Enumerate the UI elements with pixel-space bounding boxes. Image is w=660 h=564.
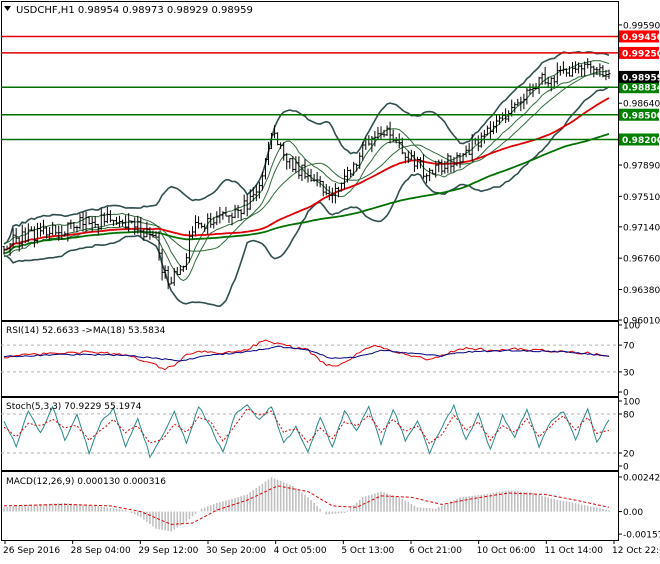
- level-price-label-box: [619, 30, 659, 43]
- time-tick-label: 5 Oct 13:00: [341, 546, 394, 556]
- price-tick-label: 0.97510: [623, 193, 660, 203]
- price-tick-label: 0.98640: [623, 100, 660, 110]
- stoch-tick-label: 100: [623, 398, 640, 408]
- stoch-tick-label: 20: [623, 450, 635, 460]
- time-tick-label: 10 Oct 06:00: [477, 546, 536, 556]
- time-tick-label: 12 Oct 22:00: [612, 546, 660, 556]
- bollinger-upper-line: [3, 50, 610, 245]
- rsi-ma-line: [3, 345, 610, 362]
- price-tick-label: 0.96380: [623, 286, 660, 296]
- moving-average-red-line: [3, 97, 610, 251]
- rsi-tick-label: 0: [623, 389, 629, 399]
- macd-panel-header: MACD(12,26,9) 0.000130 0.000316: [6, 477, 166, 487]
- inner-band-lower-line: [3, 73, 610, 282]
- price-panel-header: USDCHF,H1 0.98954 0.98973 0.98929 0.9895…: [16, 5, 253, 16]
- moving-average-green-line: [3, 132, 610, 255]
- macd-tick-label: -0.001576: [623, 531, 660, 541]
- level-price-label-box: [619, 81, 659, 94]
- macd-panel-frame: [1, 471, 619, 541]
- rsi-tick-label: 100: [623, 322, 640, 332]
- level-price-label-box: [619, 46, 659, 59]
- rsi-panel-frame: [1, 321, 619, 397]
- time-tick-label: 4 Oct 05:00: [274, 546, 327, 556]
- level-price-label: 0.99450: [622, 33, 660, 43]
- time-tick-label: 30 Sep 20:00: [206, 546, 266, 556]
- macd-tick-label: 0.00: [623, 508, 643, 518]
- level-price-label: 0.98500: [622, 111, 660, 121]
- price-tick-label: 0.96010: [623, 317, 660, 327]
- price-tick-label: 0.99590: [623, 21, 660, 31]
- rsi-tick-label: 70: [623, 342, 635, 352]
- time-tick-label: 26 Sep 2016: [3, 546, 60, 556]
- stoch-panel-header: Stoch(5,3,3) 70.9229 55.1974: [6, 402, 142, 412]
- level-price-label: 0.98200: [622, 136, 660, 146]
- price-tick-label: 0.97890: [623, 162, 660, 172]
- level-price-label-box: [619, 133, 659, 146]
- macd-tick-label: 0.002421: [623, 473, 660, 483]
- stoch-panel-frame: [1, 397, 619, 471]
- current-price-label-box: [619, 70, 659, 83]
- price-tick-label: 0.96760: [623, 255, 660, 265]
- level-price-label: 0.99250: [622, 49, 660, 59]
- level-price-label: 0.98834: [622, 84, 660, 94]
- stoch-tick-label: 80: [623, 411, 635, 421]
- time-tick-label: 29 Sep 12:00: [138, 546, 198, 556]
- rsi-tick-label: 30: [623, 368, 635, 378]
- price-tick-label: 0.97140: [623, 223, 660, 233]
- time-tick-label: 6 Oct 21:00: [409, 546, 462, 556]
- collapse-triangle-icon[interactable]: [4, 6, 11, 11]
- price-panel-frame: [1, 1, 619, 321]
- current-price-label: 0.98959: [622, 73, 660, 83]
- rsi-panel-header: RSI(14) 52.6633 ->MA(18) 53.5834: [6, 326, 166, 336]
- level-price-label-box: [619, 108, 659, 121]
- bollinger-lower-line: [3, 85, 610, 308]
- macd-signal-line: [3, 485, 610, 525]
- stoch-main-line: [3, 403, 610, 459]
- stoch-tick-label: 0: [623, 463, 629, 473]
- time-tick-label: 28 Sep 04:00: [71, 546, 131, 556]
- time-tick-label: 11 Oct 14:00: [544, 546, 603, 556]
